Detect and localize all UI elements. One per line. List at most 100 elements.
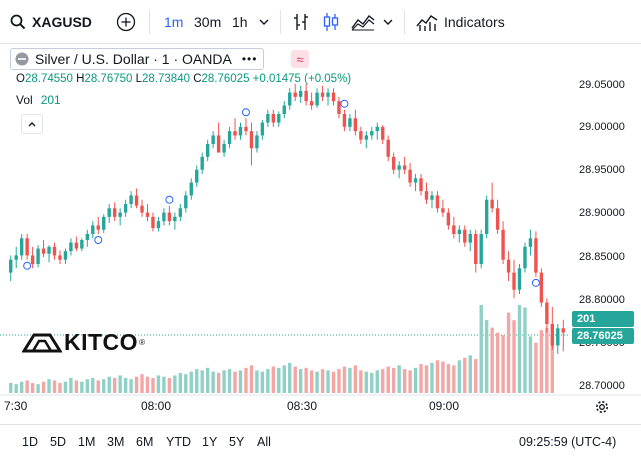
candle-body [309, 101, 314, 106]
volume-bar [331, 371, 336, 393]
timeframe-30m-label: 30m [194, 14, 222, 30]
candles-icon [323, 13, 339, 31]
gear-icon [596, 401, 608, 413]
more-options-icon[interactable]: ••• [241, 52, 258, 66]
open-label: O [16, 73, 25, 85]
event-marker-icon[interactable] [531, 278, 540, 287]
low-label: L [135, 73, 143, 85]
range-5y[interactable]: 5Y [229, 435, 245, 449]
candle-body [145, 212, 150, 217]
range-3m[interactable]: 3M [107, 435, 125, 449]
event-marker-icon[interactable] [23, 261, 32, 270]
bars-icon [294, 14, 308, 30]
range-6m[interactable]: 6M [136, 435, 154, 449]
volume-bar [200, 370, 204, 393]
candle-body [107, 208, 111, 217]
timeframe-30m[interactable]: 30m [194, 0, 221, 44]
volume-bar [58, 382, 62, 393]
candle-body [337, 101, 341, 114]
volume-bar [550, 335, 555, 393]
candle-body [517, 268, 522, 290]
volume-bar [282, 365, 286, 393]
volume-value: 201 [40, 93, 61, 107]
candle-body [441, 208, 445, 213]
event-marker-icon[interactable] [94, 236, 103, 244]
volume-bar [277, 367, 281, 393]
compare-symbol-button[interactable] [116, 0, 136, 44]
toolbar-divider [149, 10, 150, 34]
candle-body [14, 255, 18, 260]
low-value: 28.73840 [142, 73, 190, 85]
volume-bar [195, 369, 199, 393]
candle-body [457, 229, 462, 234]
volume-bar [457, 360, 462, 393]
event-marker-icon[interactable] [340, 99, 349, 108]
high-label: H [76, 73, 85, 85]
volume-bar [216, 372, 221, 393]
candle-body [140, 205, 144, 213]
candle-body [80, 240, 84, 249]
time-tick: 08:30 [287, 399, 318, 413]
volume-bar [167, 377, 172, 393]
candles-style-button[interactable] [321, 0, 341, 44]
candle-body [69, 242, 73, 252]
volume-bar [534, 342, 538, 393]
area-style-button[interactable] [351, 0, 375, 44]
timeframe-1h[interactable]: 1h [232, 0, 248, 44]
chevron-up-icon [28, 122, 36, 127]
volume-bar [342, 366, 347, 393]
candle-body [129, 195, 133, 204]
clock-timezone[interactable]: 09:25:59 (UTC-4) [519, 435, 617, 449]
chart-type-dropdown[interactable] [382, 0, 394, 44]
volume-bar [381, 369, 385, 393]
candle-body [463, 229, 467, 243]
symbol-legend[interactable]: Silver / U.S. Dollar · 1 · OANDA ••• [10, 48, 265, 70]
range-1d[interactable]: 1D [22, 435, 38, 449]
volume-bar [129, 379, 133, 393]
wave-icon[interactable]: ≈ [291, 50, 309, 68]
collapse-legend-button[interactable] [21, 114, 43, 134]
candle-body [556, 328, 560, 346]
range-1y[interactable]: 1Y [202, 435, 218, 449]
volume-bar [479, 305, 483, 393]
volume-bar [468, 355, 472, 393]
range-all[interactable]: All [257, 435, 271, 449]
price-chart[interactable] [0, 0, 641, 424]
volume-bar [348, 367, 352, 393]
candle-body [528, 238, 533, 247]
range-ytd[interactable]: YTD [166, 435, 191, 449]
candle-body [353, 118, 358, 132]
range-5d[interactable]: 5D [50, 435, 66, 449]
bar-style-button[interactable] [292, 0, 310, 44]
range-1m[interactable]: 1M [78, 435, 96, 449]
candle-body [419, 178, 423, 192]
volume-legend: Vol 201 [16, 93, 61, 107]
candle-body [370, 131, 374, 136]
candle-body [342, 114, 347, 127]
candlesticks [9, 84, 565, 354]
search-icon [10, 14, 26, 30]
candle-body [156, 221, 161, 228]
candle-body [211, 135, 215, 144]
event-marker-icon[interactable] [241, 108, 250, 117]
candle-body [381, 126, 385, 140]
timeframe-1m[interactable]: 1m [164, 0, 183, 44]
volume-bar [145, 376, 150, 393]
volume-bar [19, 381, 24, 393]
volume-bar [326, 370, 330, 393]
chart-settings-button[interactable] [595, 400, 609, 419]
candle-body [501, 229, 505, 260]
symbol-search[interactable]: XAGUSD [10, 0, 92, 44]
candle-body [277, 114, 281, 123]
volume-bar [517, 305, 522, 393]
timeframe-dropdown[interactable] [258, 0, 270, 44]
toolbar-divider [280, 10, 281, 34]
candle-body [288, 92, 292, 106]
candle-body [468, 234, 472, 243]
event-marker-icon[interactable] [165, 195, 174, 204]
candle-body [249, 131, 254, 149]
volume-bar [315, 371, 319, 393]
volume-bar [107, 376, 111, 393]
candle-body [490, 199, 494, 209]
indicators-button[interactable]: Indicators [416, 0, 505, 44]
